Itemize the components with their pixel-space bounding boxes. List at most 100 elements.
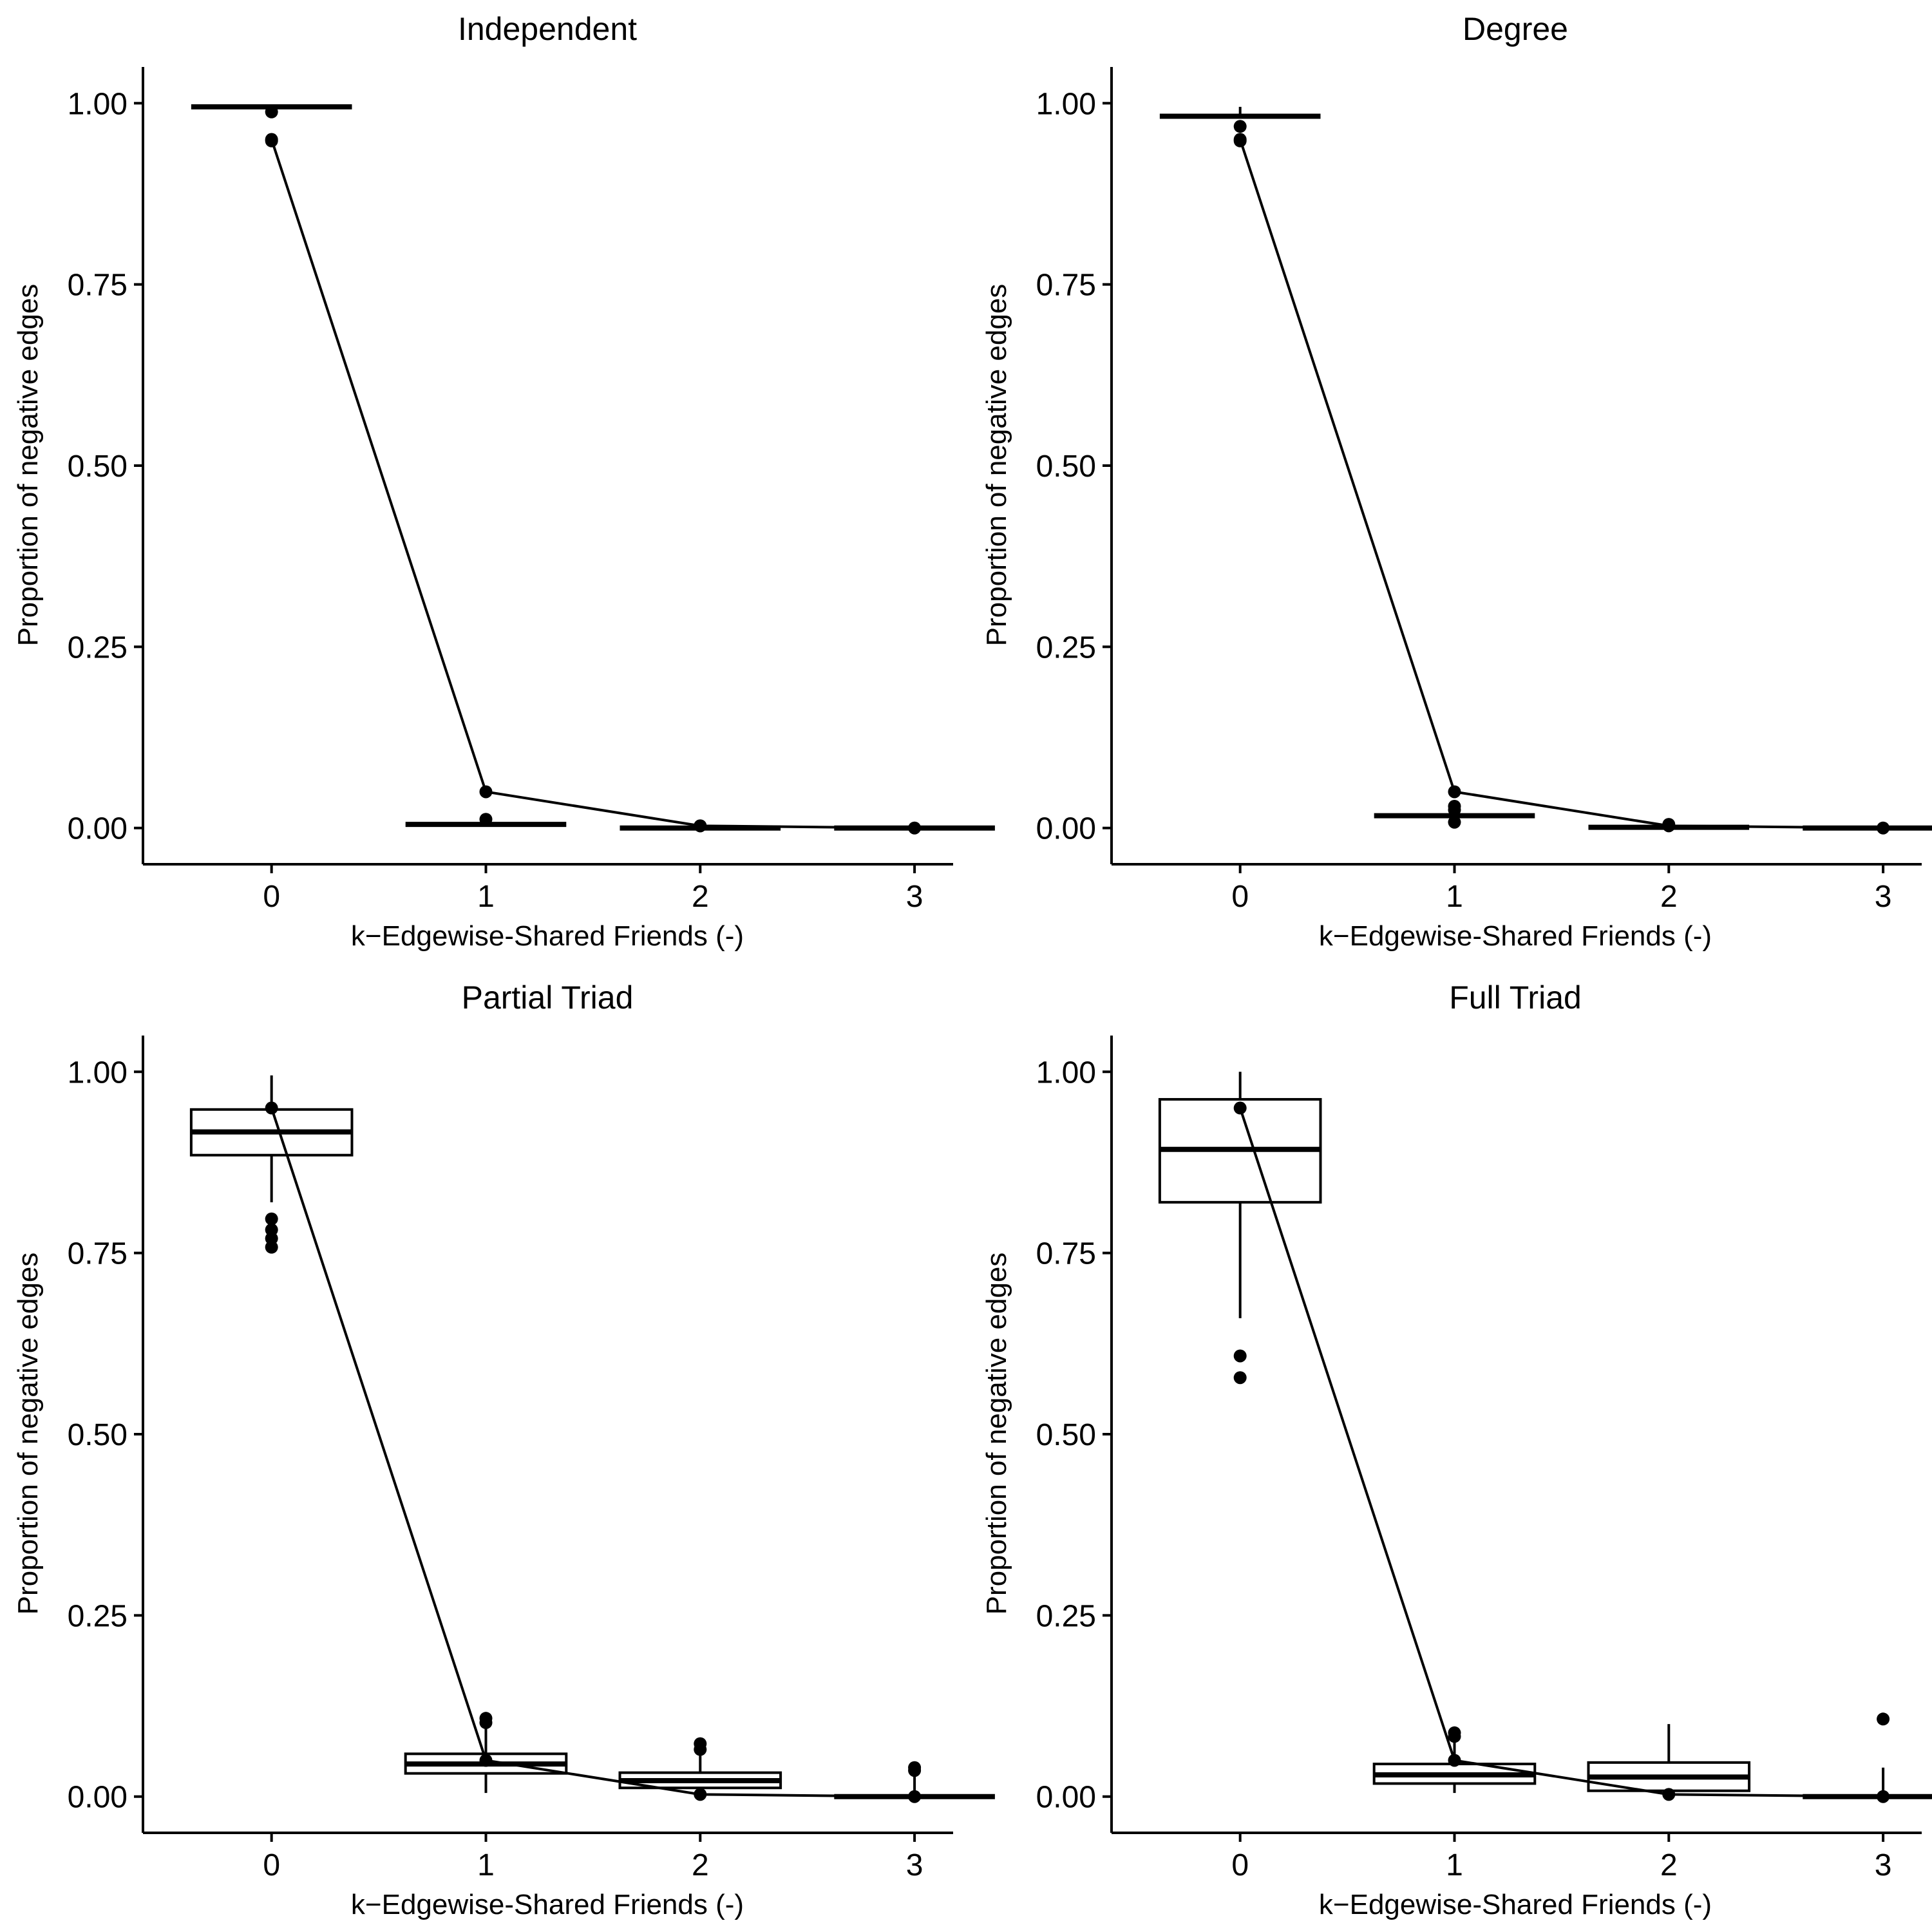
outlier-point [265,1240,278,1254]
y-tick-label: 0.00 [68,1781,128,1815]
trend-point [1877,821,1890,835]
outlier-point [1233,1349,1247,1363]
trend-line [1238,138,1884,829]
x-tick-label: 0 [1231,880,1249,914]
trend-point [1662,819,1676,833]
x-tick-label: 1 [1446,880,1463,914]
panel-full-triad: Full Triad k−Edgewise-Shared Friends (-)… [981,980,1932,1920]
y-tick-label: 0.00 [1036,1781,1096,1815]
x-tick-label: 2 [692,1848,709,1882]
trend-line [1238,1107,1884,1798]
box-3 [1803,1712,1932,1799]
outlier-point [1233,1371,1247,1385]
panel-degree: Degree k−Edgewise-Shared Friends (-) Pro… [981,11,1932,952]
outlier-point [265,105,278,118]
y-tick-label: 1.00 [68,1056,128,1090]
plot-area [134,1036,995,1842]
outlier-point [1448,1730,1461,1743]
trend-point [265,1101,278,1115]
y-axis-label: Proportion of negative edges [981,284,1012,647]
panel-title: Partial Triad [462,980,634,1016]
y-tick-labels: 0.00 0.25 0.50 0.75 1.00 [1036,1056,1096,1814]
y-tick-label: 0.50 [1036,450,1096,484]
plot-area [1103,67,1932,873]
outlier-point [265,1212,278,1226]
x-axis-label: k−Edgewise-Shared Friends (-) [351,920,744,952]
trend-point [1662,1788,1676,1801]
x-tick-labels: 0 1 2 3 [263,1848,923,1882]
outlier-point [1448,803,1461,817]
trend-point [265,133,278,146]
trend-line [270,1107,915,1798]
panel-partial-triad: Partial Triad k−Edgewise-Shared Friends … [12,980,995,1920]
y-tick-label: 0.50 [68,1418,128,1452]
trend-line [270,138,915,829]
x-tick-labels: 0 1 2 3 [1231,1848,1891,1882]
x-tick-label: 1 [477,1848,495,1882]
y-tick-label: 0.25 [1036,1599,1096,1633]
x-tick-label: 1 [477,880,495,914]
box-0 [1158,1072,1322,1385]
x-tick-labels: 0 1 2 3 [263,880,923,914]
x-tick-label: 2 [1660,880,1678,914]
y-tick-label: 0.00 [68,812,128,846]
box-1 [1374,799,1535,829]
trend-point [694,819,707,833]
box-0 [189,1075,354,1254]
x-axis-label: k−Edgewise-Shared Friends (-) [1319,1889,1712,1920]
box-2 [618,1737,782,1797]
y-tick-label: 1.00 [1036,1056,1096,1090]
x-tick-label: 0 [1231,1848,1249,1882]
y-tick-label: 0.75 [68,1237,128,1271]
x-tick-label: 3 [1875,1848,1892,1882]
x-tick-label: 1 [1446,1848,1463,1882]
x-axis-label: k−Edgewise-Shared Friends (-) [1319,920,1712,952]
trend-point [1448,785,1461,799]
x-tick-label: 0 [263,1848,280,1882]
y-tick-labels: 0.00 0.25 0.50 0.75 1.00 [68,1056,128,1814]
y-tick-label: 0.50 [1036,1418,1096,1452]
x-tick-label: 3 [906,880,923,914]
x-axis-label: k−Edgewise-Shared Friends (-) [351,1889,744,1920]
y-axis-label: Proportion of negative edges [12,1253,44,1615]
trend-point [694,1788,707,1801]
y-tick-label: 1.00 [68,87,128,121]
y-tick-label: 0.75 [1036,269,1096,303]
y-tick-label: 0.00 [1036,812,1096,846]
panel-title: Independent [458,11,637,47]
outlier-point [694,1743,707,1756]
y-tick-label: 0.25 [1036,630,1096,665]
x-tick-label: 3 [1875,880,1892,914]
trend-point [1233,1101,1247,1115]
trend-point [1448,1754,1461,1767]
panel-title: Degree [1463,11,1568,47]
trend-point [908,821,922,835]
trend-point [479,785,493,799]
trend-point [1877,1790,1890,1803]
box-1 [404,1712,568,1794]
y-tick-labels: 0.00 0.25 0.50 0.75 1.00 [68,87,128,846]
outlier-point [1877,1712,1890,1726]
y-axis-label: Proportion of negative edges [981,1253,1012,1615]
y-tick-label: 0.75 [1036,1237,1096,1271]
y-axis-label: Proportion of negative edges [12,284,44,647]
panel-title: Full Triad [1449,980,1582,1016]
y-tick-label: 0.75 [68,269,128,303]
outlier-point [479,813,493,826]
y-tick-label: 1.00 [1036,87,1096,121]
x-tick-label: 3 [906,1848,923,1882]
x-tick-label: 2 [1660,1848,1678,1882]
panel-independent: Independent k−Edgewise-Shared Friends (-… [12,11,995,952]
y-tick-label: 0.25 [68,630,128,665]
trend-point [479,1754,493,1767]
y-tick-labels: 0.00 0.25 0.50 0.75 1.00 [1036,87,1096,846]
outlier-point [1233,120,1247,133]
outlier-point [908,1764,922,1777]
x-tick-labels: 0 1 2 3 [1231,880,1891,914]
y-tick-label: 0.50 [68,450,128,484]
plot-area [134,67,995,873]
x-tick-label: 0 [263,880,280,914]
outlier-point [479,1716,493,1729]
trend-point [1233,133,1247,146]
